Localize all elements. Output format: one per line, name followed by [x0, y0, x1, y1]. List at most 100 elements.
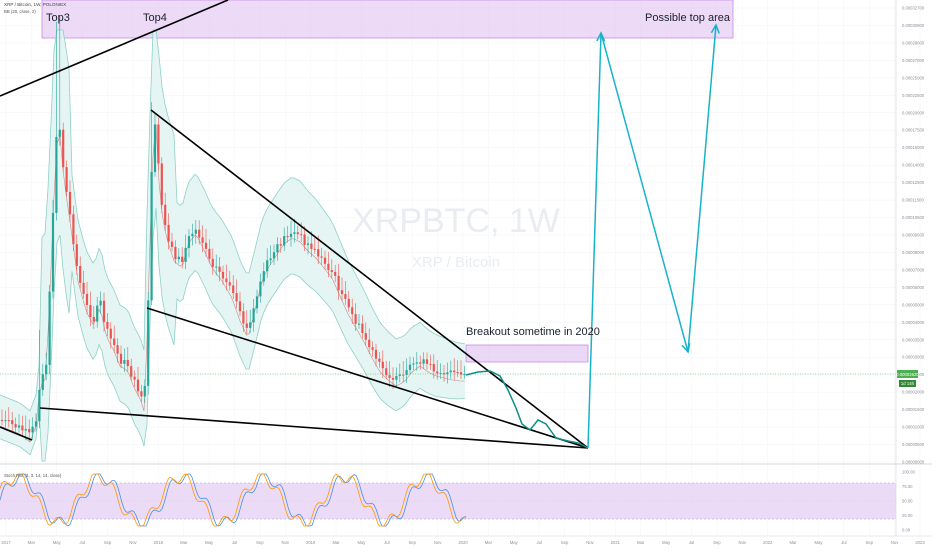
candle-body	[130, 366, 133, 377]
candle-body	[317, 249, 320, 257]
candle-body	[41, 374, 44, 390]
candle-body	[211, 258, 214, 267]
drawings	[0, 0, 896, 449]
bb-basis	[0, 123, 465, 443]
x-tick-label: Jul	[384, 540, 389, 545]
y-tick-label: 0.00015000	[902, 145, 925, 150]
candle-body	[38, 389, 41, 422]
candle-body	[357, 323, 361, 325]
candle-body	[208, 248, 211, 259]
candle-body	[425, 359, 429, 364]
watermark: XRPBTC, 1W XRP / Bitcoin	[352, 202, 560, 271]
candle-body	[215, 266, 218, 268]
candle-body	[252, 308, 255, 323]
candle-body	[181, 256, 184, 263]
candle-body	[232, 285, 235, 294]
x-tick-label: Jul	[841, 540, 846, 545]
annotation-top3: Top3	[46, 12, 70, 24]
early-channel-line	[0, 426, 33, 441]
candle-body	[456, 372, 459, 374]
candle-body	[378, 358, 381, 362]
projection-path	[587, 24, 717, 449]
candle-body	[269, 258, 272, 261]
x-tick-label: 2023	[915, 540, 925, 545]
candle-body	[184, 247, 187, 263]
candle-body	[157, 124, 160, 164]
x-tick-label: Mar	[332, 540, 340, 545]
candle-body	[198, 229, 201, 238]
stoch-tick-label: 100.00	[902, 470, 915, 475]
watermark-ticker: XRPBTC, 1W	[352, 202, 560, 240]
candle-body	[395, 375, 398, 380]
wedge-lower-line	[146, 307, 589, 449]
candle-body	[313, 248, 316, 250]
candle-body	[85, 293, 89, 306]
x-tick-label: 2018	[154, 540, 164, 545]
annotation-top4: Top4	[143, 12, 167, 24]
price-tag: 0.00002620 1d 14h	[896, 370, 919, 387]
candle-body	[303, 234, 306, 245]
candle-body	[221, 271, 225, 279]
x-tick-label: May	[814, 540, 823, 545]
x-tick-label: Sep	[408, 540, 416, 545]
x-tick-label: Sep	[256, 540, 264, 545]
x-tick-label: Mar	[789, 540, 797, 545]
candle-body	[150, 172, 153, 301]
y-tick-label: 0.00009500	[902, 233, 925, 238]
candle-body	[99, 300, 102, 306]
x-tick-label: Jul	[536, 540, 541, 545]
candle-body	[45, 364, 48, 375]
candle-body	[123, 359, 126, 364]
y-tick-label: 0.00000500	[902, 442, 925, 447]
candle-body	[21, 425, 24, 431]
stoch-d-line	[0, 473, 467, 527]
bb-fill	[0, 30, 465, 461]
candle-body	[109, 328, 112, 339]
candle-body	[310, 243, 313, 249]
candle-body	[405, 369, 408, 375]
projection-arrowhead-1	[596, 31, 606, 42]
last-price-value: 0.00002620	[896, 372, 919, 377]
candle-body	[415, 362, 418, 364]
candle-body	[293, 232, 296, 234]
indicator-bb-label: BB (20, close, 2)	[4, 9, 36, 14]
y-tick-label: 0.00012500	[902, 180, 925, 185]
x-tick-label: Nov	[739, 540, 747, 545]
candle-body	[272, 252, 276, 259]
candles	[0, 14, 466, 443]
y-tick-label: 0.00020000	[902, 110, 925, 115]
y-tick-label: 0.00027000	[902, 58, 925, 63]
candle-body	[140, 391, 143, 397]
candle-body	[374, 349, 378, 359]
stoch-tick-label: 50.00	[902, 499, 913, 504]
x-tick-label: 2020	[458, 540, 468, 545]
candle-body	[459, 372, 463, 375]
candle-body	[296, 232, 299, 235]
candle-body	[266, 260, 269, 272]
candle-body	[323, 257, 327, 264]
annotation-breakout: Breakout sometime in 2020	[466, 326, 600, 338]
candle-body	[259, 281, 262, 297]
candle-body	[391, 377, 395, 380]
candle-body	[28, 429, 31, 433]
x-tick-label: Mar	[180, 540, 188, 545]
y-tick-label: 0.00003500	[902, 337, 925, 342]
candle-body	[344, 294, 347, 299]
x-tick-label: Nov	[586, 540, 594, 545]
candle-body	[385, 368, 388, 376]
candle-body	[102, 300, 106, 322]
x-tick-label: Nov	[891, 540, 899, 545]
x-tick-label: Mar	[485, 540, 493, 545]
candle-body	[194, 229, 197, 234]
y-tick-label: 0.00028000	[902, 40, 925, 45]
candle-body	[191, 233, 194, 237]
candle-body	[106, 321, 109, 329]
candle-body	[75, 244, 78, 266]
x-tick-label: Jul	[79, 540, 84, 545]
candle-body	[153, 124, 157, 173]
candle-body	[65, 167, 68, 192]
candle-body	[449, 370, 452, 373]
